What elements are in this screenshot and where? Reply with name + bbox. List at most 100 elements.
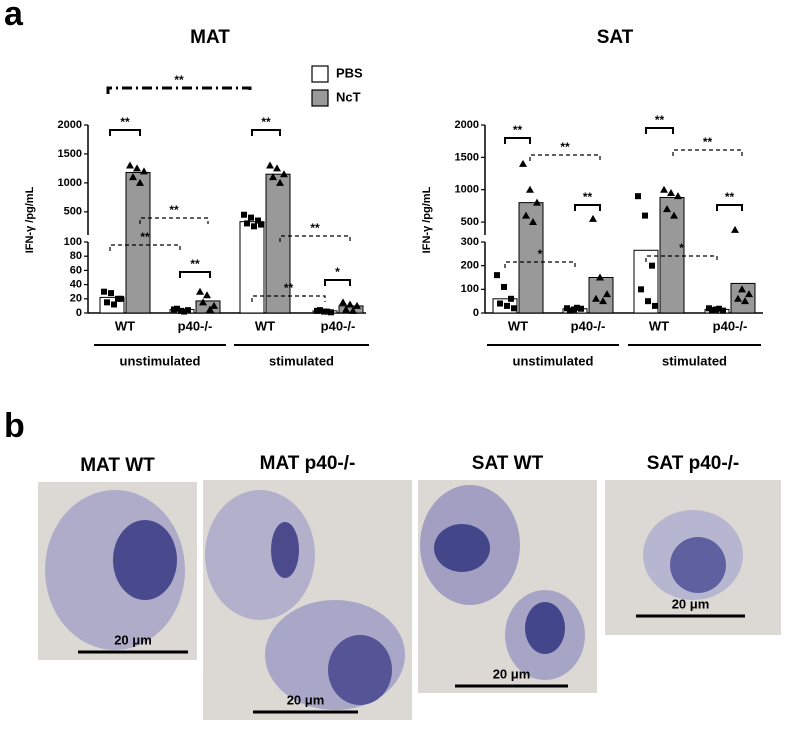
panel-label: a xyxy=(4,0,24,33)
data-point xyxy=(280,170,288,178)
significance-star: ** xyxy=(655,113,665,127)
scale-bar-label: 20 μm xyxy=(287,692,325,707)
micrograph-title: SAT p40-/- xyxy=(647,453,740,474)
group-label: stimulated xyxy=(662,353,727,368)
x-tick-label: p40-/- xyxy=(178,318,213,333)
significance-bracket xyxy=(672,149,743,156)
significance-star: ** xyxy=(261,115,271,129)
scale-bar-label: 20 μm xyxy=(672,596,710,611)
data-point xyxy=(181,308,187,315)
data-point xyxy=(244,220,250,227)
data-point xyxy=(716,305,722,312)
data-point xyxy=(745,290,753,298)
data-point xyxy=(663,205,671,213)
data-point xyxy=(317,307,323,314)
y-tick-label: 2000 xyxy=(58,119,82,131)
x-tick-label: WT xyxy=(115,318,135,333)
data-point xyxy=(273,164,281,172)
data-point xyxy=(741,297,749,305)
data-point xyxy=(738,285,746,293)
significance-bracket xyxy=(179,271,211,278)
data-point xyxy=(497,300,503,307)
significance-star: ** xyxy=(190,257,200,271)
data-point xyxy=(328,309,334,316)
data-point xyxy=(104,299,110,306)
y-tick-label: 1500 xyxy=(58,148,82,160)
data-point xyxy=(501,283,507,290)
data-point xyxy=(101,288,107,295)
data-point xyxy=(599,297,607,305)
y-tick-label: 1000 xyxy=(58,177,82,189)
significance-star: ** xyxy=(120,115,130,129)
y-tick-label: 500 xyxy=(461,216,479,228)
y-tick-label: 60 xyxy=(70,264,82,276)
significance-star: ** xyxy=(284,281,294,295)
cell xyxy=(525,602,565,654)
significance-star: ** xyxy=(703,135,713,149)
data-point xyxy=(185,307,191,314)
data-point xyxy=(645,298,651,305)
significance-star: ** xyxy=(169,203,179,217)
data-point xyxy=(349,306,357,314)
data-point xyxy=(206,305,214,313)
significance-bracket xyxy=(504,137,531,144)
micrograph-title: MAT p40-/- xyxy=(260,453,356,474)
significance-star: ** xyxy=(174,73,184,87)
chart-title: SAT xyxy=(597,27,634,48)
scale-bar-label: 20 μm xyxy=(114,632,152,647)
significance-bracket xyxy=(139,217,209,224)
data-point xyxy=(574,304,580,311)
bar xyxy=(125,171,151,314)
data-point xyxy=(667,188,675,196)
data-point xyxy=(592,294,600,302)
data-point xyxy=(342,305,350,313)
data-point xyxy=(241,211,247,218)
data-point xyxy=(674,192,682,200)
legend-label: NcT xyxy=(336,89,361,104)
significance-bracket xyxy=(645,255,718,262)
data-point xyxy=(642,212,648,219)
data-point xyxy=(596,273,604,281)
data-point xyxy=(255,217,261,224)
bar xyxy=(265,173,291,314)
significance-star: ** xyxy=(583,190,593,204)
group-label: unstimulated xyxy=(120,353,201,368)
data-point xyxy=(199,298,207,306)
significance-bracket xyxy=(504,261,576,268)
data-point xyxy=(504,302,510,309)
bar xyxy=(659,196,685,314)
significance-star: ** xyxy=(310,221,320,235)
y-tick-label: 500 xyxy=(64,206,82,218)
y-tick-label: 1500 xyxy=(455,151,479,163)
significance-bracket xyxy=(279,235,351,242)
cell xyxy=(670,537,726,593)
y-tick-label: 100 xyxy=(461,283,479,295)
data-point xyxy=(720,307,726,314)
legend-label: PBS xyxy=(336,65,363,80)
significance-bracket xyxy=(106,86,252,94)
significance-bracket xyxy=(324,279,351,286)
data-point xyxy=(519,159,527,167)
y-tick-label: 1000 xyxy=(455,184,479,196)
data-point xyxy=(174,305,180,312)
significance-bracket xyxy=(109,129,141,136)
y-tick-label: 40 xyxy=(70,279,82,291)
data-point xyxy=(248,214,254,221)
data-point xyxy=(118,295,124,302)
data-point xyxy=(196,287,204,295)
y-axis-label: IFN-γ /pg/mL xyxy=(421,186,433,253)
data-point xyxy=(638,286,644,293)
cell xyxy=(271,522,299,578)
data-point xyxy=(635,193,641,200)
cell xyxy=(328,635,392,705)
significance-star: * xyxy=(679,241,684,255)
y-tick-label: 0 xyxy=(473,307,479,319)
data-point xyxy=(203,291,211,299)
bar xyxy=(588,277,614,314)
data-point xyxy=(589,214,597,222)
y-tick-label: 100 xyxy=(64,236,82,248)
data-point xyxy=(652,302,658,309)
data-point xyxy=(133,164,141,172)
micrograph-title: SAT WT xyxy=(472,453,544,474)
